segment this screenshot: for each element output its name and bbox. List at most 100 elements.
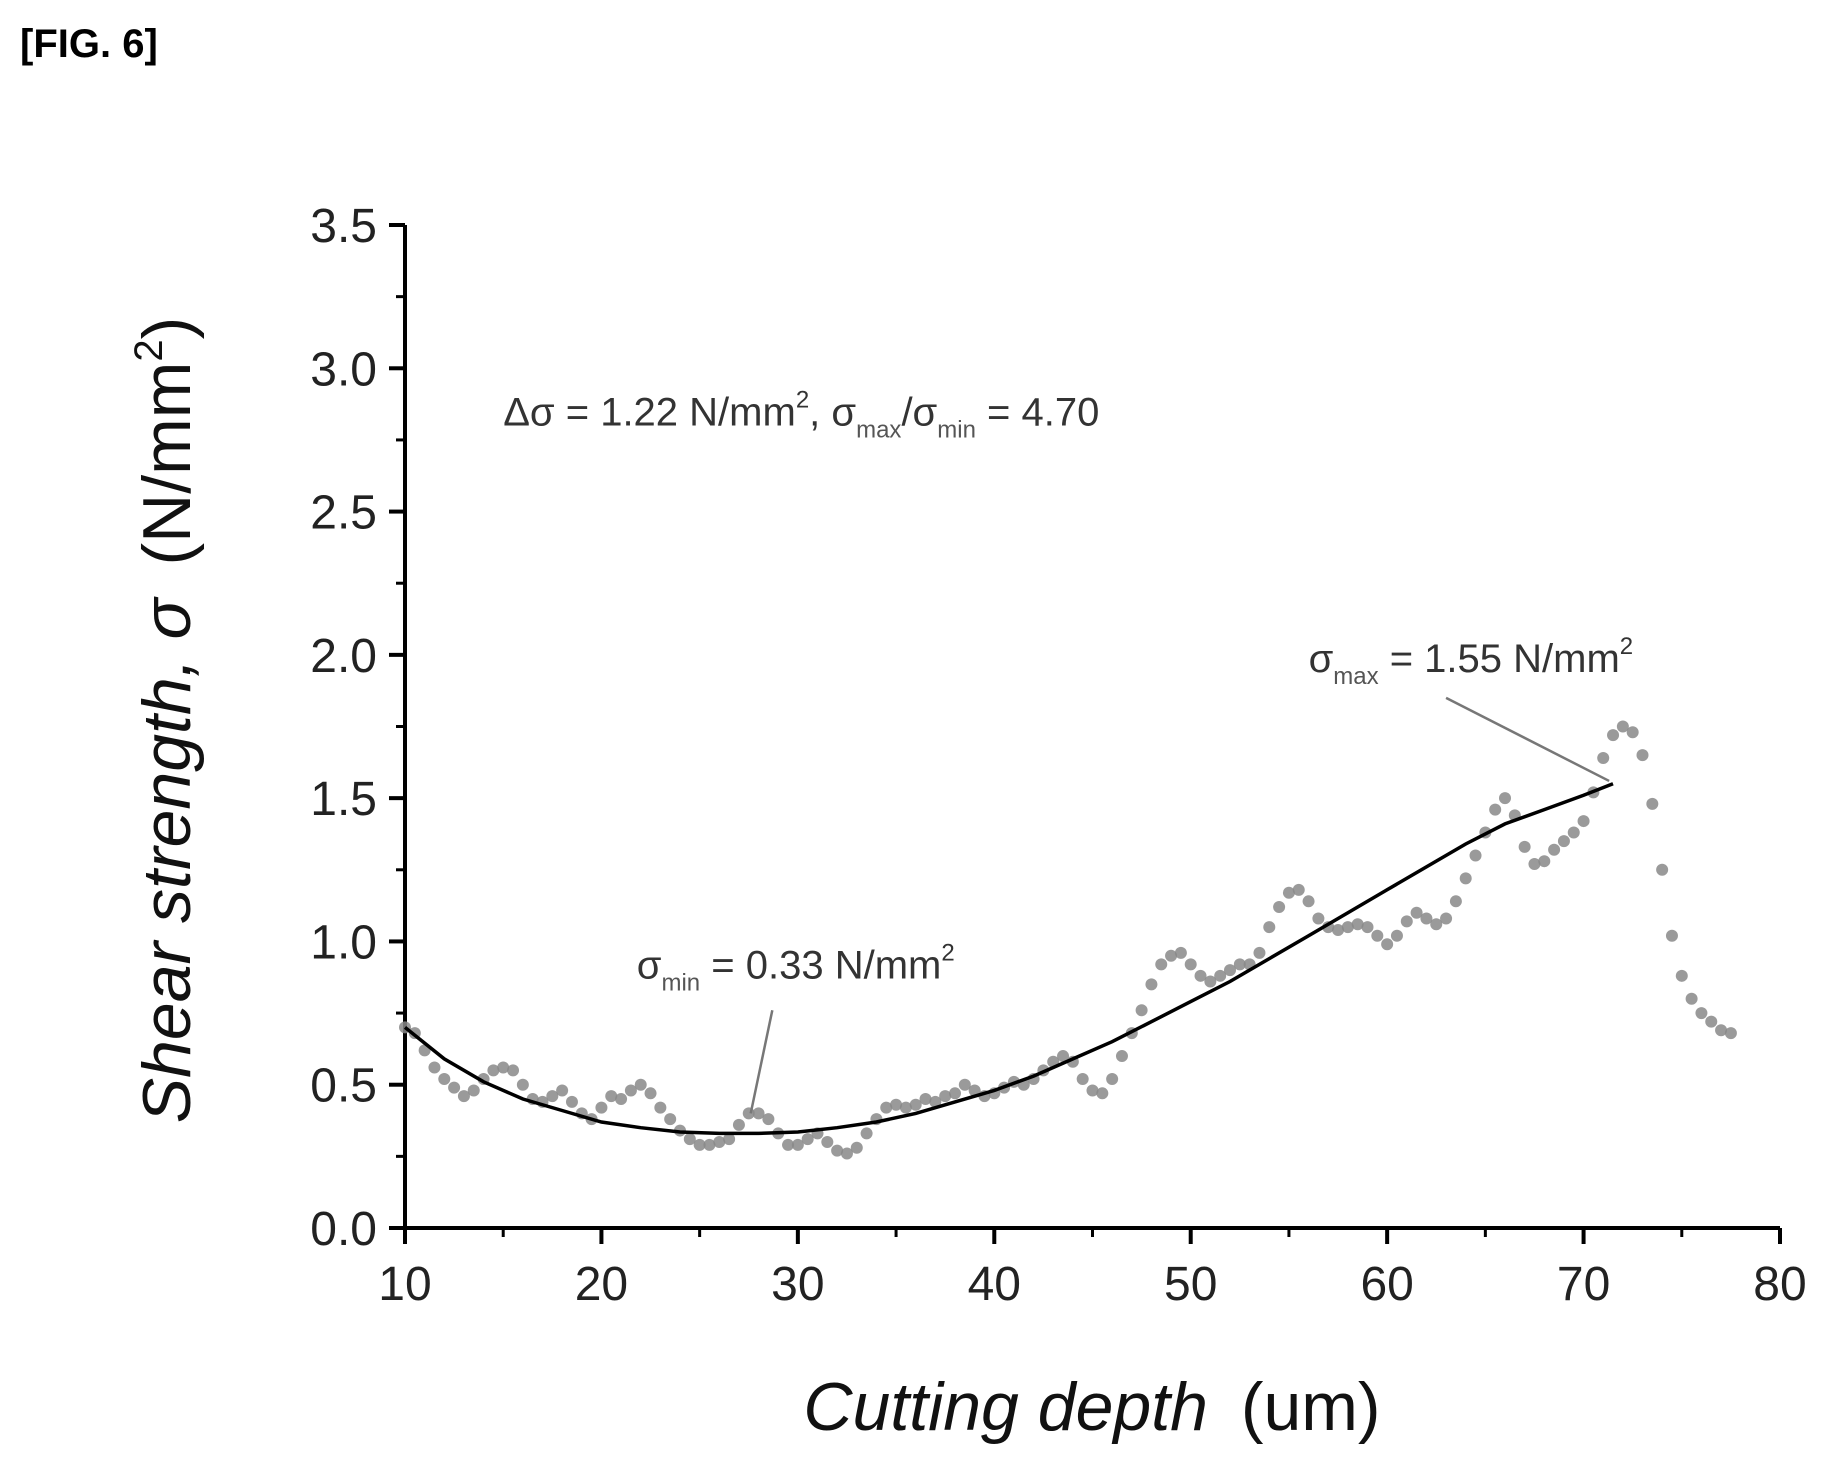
measured-point xyxy=(1057,1050,1070,1063)
measured-point xyxy=(467,1084,480,1097)
measured-point xyxy=(1577,815,1590,828)
measured-point xyxy=(1332,923,1345,936)
measured-point xyxy=(615,1093,628,1106)
measured-point xyxy=(605,1090,618,1103)
measured-point xyxy=(1135,1004,1148,1017)
measured-point xyxy=(821,1136,834,1149)
measured-point xyxy=(752,1107,765,1120)
measured-point xyxy=(939,1090,952,1103)
sigma-max-annotation-part: max xyxy=(1333,663,1378,690)
fit-line xyxy=(403,782,1614,1136)
measured-point xyxy=(1253,946,1266,959)
measured-point xyxy=(899,1101,912,1114)
measured-point xyxy=(457,1090,470,1103)
measured-point xyxy=(683,1133,696,1146)
measured-point xyxy=(1636,749,1649,762)
y-tick-label: 3.5 xyxy=(310,200,377,253)
measured-point xyxy=(1076,1072,1089,1085)
sigma-max-pointer xyxy=(1445,696,1610,783)
measured-point xyxy=(1390,929,1403,942)
measured-point xyxy=(1724,1027,1737,1040)
sigma-min-annotation-part: min xyxy=(661,970,700,997)
x-tick-label: 70 xyxy=(1557,1258,1610,1311)
measured-point xyxy=(1312,912,1325,925)
measured-point xyxy=(890,1098,903,1111)
measured-point xyxy=(909,1098,922,1111)
measured-point xyxy=(448,1081,461,1094)
delta-annotation-part: 2 xyxy=(796,387,809,414)
measured-point xyxy=(1616,720,1629,733)
y-tick-label: 2.0 xyxy=(310,630,377,683)
measured-point xyxy=(919,1093,932,1106)
measured-point xyxy=(1459,872,1472,885)
measured-point xyxy=(929,1095,942,1108)
measured-point xyxy=(1538,855,1551,868)
measured-point xyxy=(664,1113,677,1126)
y-axis-title-unit-sup: 2 xyxy=(127,339,171,361)
measured-point xyxy=(958,1078,971,1091)
measured-point xyxy=(1165,949,1178,962)
x-tick-label: 50 xyxy=(1164,1258,1217,1311)
x-tick-label: 80 xyxy=(1753,1258,1806,1311)
measured-point xyxy=(703,1138,716,1151)
x-tick-label: 30 xyxy=(771,1258,824,1311)
measured-point xyxy=(723,1133,736,1146)
measured-point xyxy=(1567,826,1580,839)
delta-annotation-part: /σ xyxy=(901,391,937,435)
sigma-min-annotation-part: 2 xyxy=(941,940,954,967)
sigma-min-annotation: σmin = 0.33 N/mm2 xyxy=(637,940,955,997)
measured-point xyxy=(1106,1072,1119,1085)
measured-point xyxy=(1705,1015,1718,1028)
y-tick-label: 0.0 xyxy=(310,1203,377,1256)
measured-point xyxy=(428,1061,441,1074)
measured-point xyxy=(968,1084,981,1097)
measured-point xyxy=(1115,1050,1128,1063)
measured-point xyxy=(1086,1084,1099,1097)
measured-point xyxy=(949,1087,961,1100)
measured-point xyxy=(1685,992,1698,1005)
measured-point xyxy=(1489,803,1502,816)
x-axis-title-unit: (um) xyxy=(1241,1369,1381,1445)
measured-point xyxy=(1174,946,1187,959)
delta-annotation-part: Δσ = 1.22 N/mm xyxy=(503,391,796,435)
measured-point xyxy=(840,1147,853,1160)
measured-point xyxy=(1224,964,1236,977)
sigma-max-annotation: σmax = 1.55 N/mm2 xyxy=(1309,633,1634,690)
sigma-max-annotation-part: σ xyxy=(1309,637,1334,681)
measured-point xyxy=(1410,906,1423,919)
measured-point xyxy=(634,1078,647,1091)
measured-point xyxy=(644,1087,657,1100)
measured-point xyxy=(1204,975,1217,988)
measured-point xyxy=(1440,912,1453,925)
measured-point xyxy=(1499,792,1511,805)
x-tick-label: 10 xyxy=(378,1258,431,1311)
measured-point xyxy=(762,1113,775,1126)
measured-point xyxy=(1273,901,1286,914)
measured-point xyxy=(860,1127,873,1140)
measured-point xyxy=(1469,849,1482,862)
measured-point xyxy=(1607,729,1620,742)
x-axis-title: Cutting depth (um) xyxy=(803,1369,1380,1445)
measured-point xyxy=(782,1138,795,1151)
measured-point xyxy=(1656,863,1669,876)
measured-point xyxy=(487,1064,500,1077)
measured-point xyxy=(732,1118,745,1131)
x-tick-label: 20 xyxy=(575,1258,628,1311)
measured-point xyxy=(1282,886,1295,899)
y-tick-label: 3.0 xyxy=(310,343,377,396)
measured-point xyxy=(497,1061,510,1074)
measured-point xyxy=(1371,929,1384,942)
measured-point xyxy=(595,1101,608,1114)
x-tick-label: 40 xyxy=(968,1258,1021,1311)
y-axis-title-unit-close: ) xyxy=(129,317,205,340)
measured-point xyxy=(1292,883,1305,896)
measured-point xyxy=(1548,843,1561,856)
y-tick-label: 2.5 xyxy=(310,487,377,540)
axes: 10 20 30 40 50 60 70 80 0.0 0.5 1.0 1.5 2.0 2.5 3.0 3.5 xyxy=(310,200,1806,1311)
measured-point xyxy=(1675,969,1688,982)
measured-point xyxy=(1518,840,1531,853)
measured-point xyxy=(1557,835,1570,848)
measured-point xyxy=(1214,969,1227,982)
